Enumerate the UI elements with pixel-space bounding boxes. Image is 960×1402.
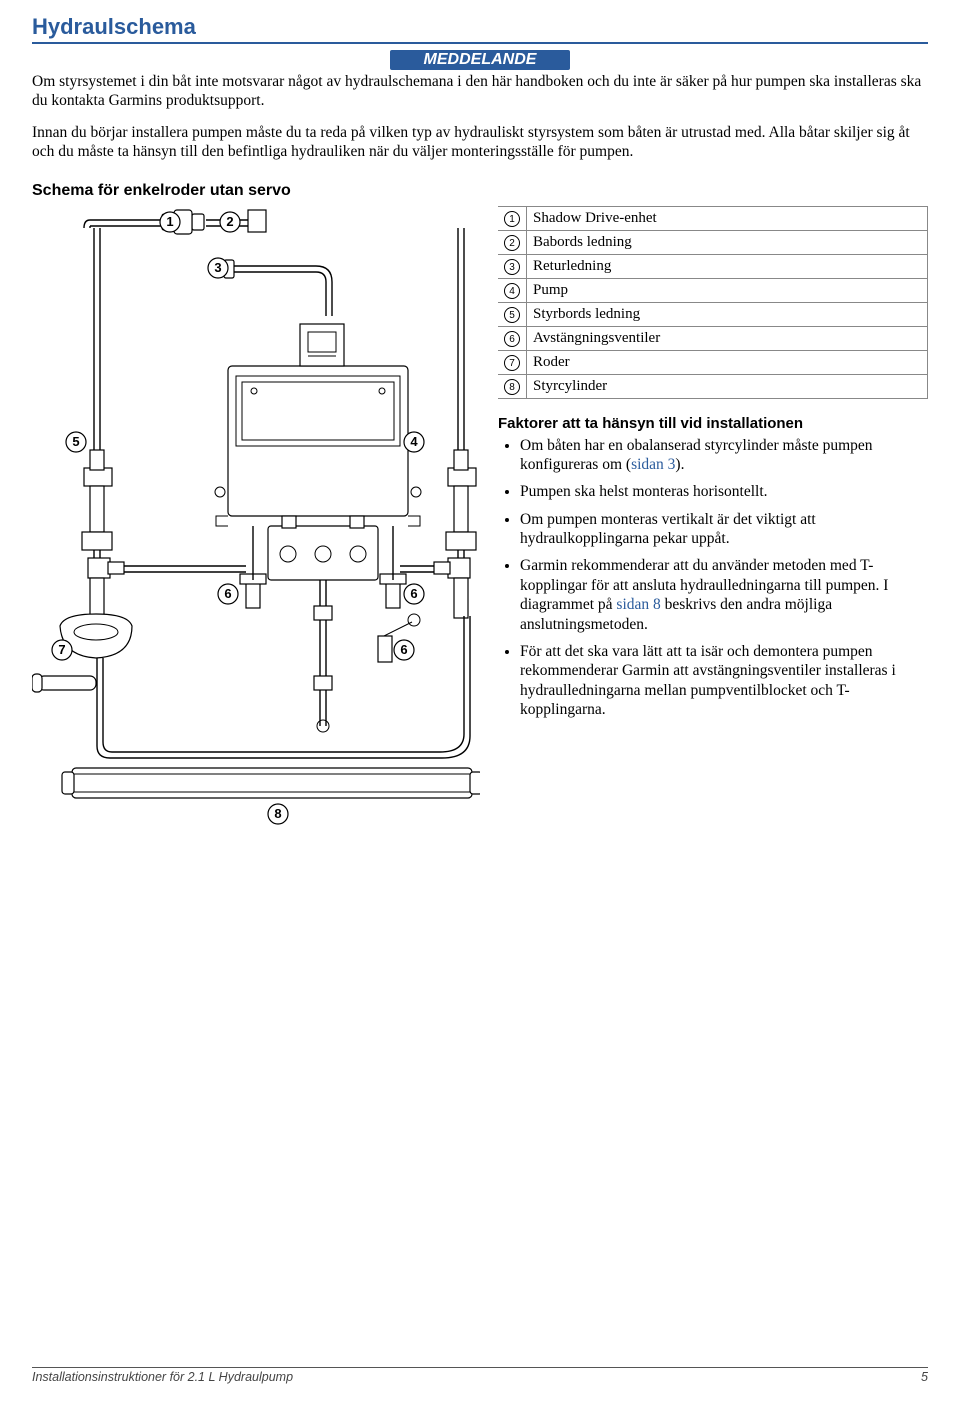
legend-label: Pump — [527, 278, 928, 302]
legend-label: Shadow Drive-enhet — [527, 206, 928, 230]
legend-number: 4 — [504, 283, 520, 299]
notice-text: Om styrsystemet i din båt inte motsvarar… — [32, 72, 928, 111]
legend-row: 5 Styrbords ledning — [498, 302, 928, 326]
svg-text:6: 6 — [400, 642, 407, 657]
legend-number: 5 — [504, 307, 520, 323]
svg-text:1: 1 — [166, 214, 173, 229]
svg-text:5: 5 — [72, 434, 79, 449]
svg-text:6: 6 — [224, 586, 231, 601]
svg-text:4: 4 — [410, 434, 418, 449]
svg-text:3: 3 — [214, 260, 221, 275]
legend-label: Styrbords ledning — [527, 302, 928, 326]
footer-page-number: 5 — [921, 1370, 928, 1384]
legend-number: 8 — [504, 379, 520, 395]
svg-text:2: 2 — [226, 214, 233, 229]
legend-label: Babords ledning — [527, 230, 928, 254]
factors-item: Garmin rekommenderar att du använder met… — [520, 556, 928, 634]
page-link[interactable]: sidan 8 — [616, 596, 660, 613]
legend-number: 2 — [504, 235, 520, 251]
factors-item: Om båten har en obalanserad styrcylinder… — [520, 436, 928, 475]
legend-row: 1 Shadow Drive-enhet — [498, 206, 928, 230]
svg-text:7: 7 — [58, 642, 65, 657]
intro-paragraph: Innan du börjar installera pumpen måste … — [32, 123, 928, 162]
factors-item: För att det ska vara lätt att ta isär oc… — [520, 642, 928, 720]
legend-label: Returledning — [527, 254, 928, 278]
page-title: Hydraulschema — [32, 14, 928, 44]
footer-left: Installationsinstruktioner för 2.1 L Hyd… — [32, 1370, 293, 1384]
factors-item: Om pumpen monteras vertikalt är det vikt… — [520, 510, 928, 549]
page-footer: Installationsinstruktioner för 2.1 L Hyd… — [32, 1367, 928, 1384]
factors-list: Om båten har en obalanserad styrcylinder… — [498, 436, 928, 720]
legend-label: Styrcylinder — [527, 374, 928, 398]
legend-row: 8 Styrcylinder — [498, 374, 928, 398]
factors-title: Faktorer att ta hänsyn till vid installa… — [498, 415, 928, 432]
legend-row: 2 Babords ledning — [498, 230, 928, 254]
legend-row: 6 Avstängningsventiler — [498, 326, 928, 350]
legend-number: 1 — [504, 211, 520, 227]
subsection-title: Schema för enkelroder utan servo — [32, 182, 928, 200]
notice-header: MEDDELANDE — [390, 50, 570, 70]
legend-row: 4 Pump — [498, 278, 928, 302]
legend-label: Avstängningsventiler — [527, 326, 928, 350]
svg-text:6: 6 — [410, 586, 417, 601]
legend-row: 7 Roder — [498, 350, 928, 374]
legend-row: 3 Returledning — [498, 254, 928, 278]
legend-number: 3 — [504, 259, 520, 275]
legend-label: Roder — [527, 350, 928, 374]
page-link[interactable]: sidan 3 — [631, 456, 675, 473]
legend-number: 7 — [504, 355, 520, 371]
factors-item: Pumpen ska helst monteras horisontellt. — [520, 482, 928, 501]
legend-table: 1 Shadow Drive-enhet 2 Babords ledning 3 Retu… — [498, 206, 928, 399]
svg-text:8: 8 — [274, 806, 281, 821]
legend-number: 6 — [504, 331, 520, 347]
hydraulic-diagram: .ln{stroke:#000;stroke-width:1.4;fill:no… — [32, 206, 480, 826]
